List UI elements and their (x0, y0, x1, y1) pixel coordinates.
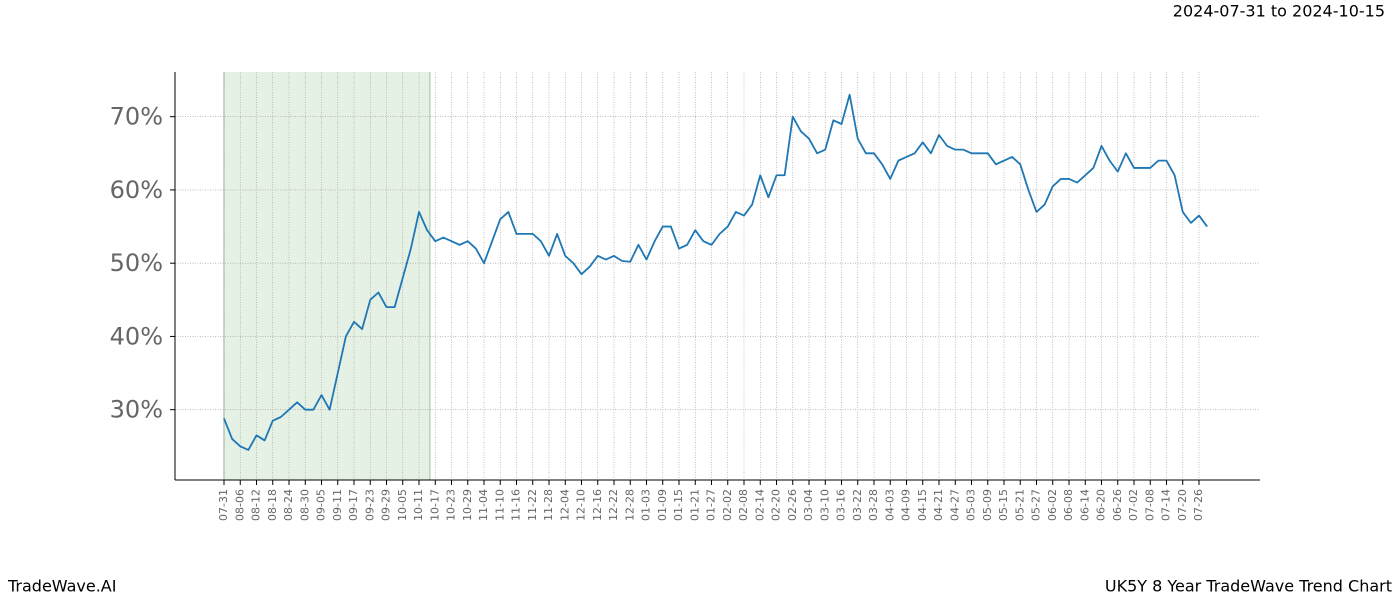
x-tick-label: 10-05 (396, 489, 409, 521)
y-tick-label: 40% (110, 322, 163, 350)
x-tick-label: 12-16 (591, 489, 604, 521)
x-tick-label: 04-03 (883, 489, 896, 521)
x-tick-label: 06-08 (1062, 489, 1075, 521)
x-tick-label: 08-24 (282, 489, 295, 521)
x-tick-label: 04-09 (900, 489, 913, 521)
x-tick-label: 07-02 (1127, 489, 1140, 521)
x-tick-label: 09-05 (315, 489, 328, 521)
x-tick-label: 05-27 (1030, 489, 1043, 521)
x-tick-label: 08-12 (250, 489, 263, 521)
x-tick-label: 04-15 (916, 489, 929, 521)
x-tick-label: 02-14 (753, 489, 766, 521)
x-tick-label: 09-17 (347, 489, 360, 521)
x-tick-label: 09-11 (331, 489, 344, 521)
y-tick-label: 70% (110, 103, 163, 131)
x-tick-label: 07-31 (217, 489, 230, 521)
x-tick-label: 03-04 (802, 489, 815, 521)
x-tick-label: 11-10 (493, 489, 506, 521)
x-tick-label: 11-16 (510, 489, 523, 521)
x-tick-label: 11-22 (526, 489, 539, 521)
x-tick-label: 12-10 (575, 489, 588, 521)
x-tick-label: 02-20 (770, 489, 783, 521)
x-tick-label: 10-29 (461, 489, 474, 521)
footer-right: UK5Y 8 Year TradeWave Trend Chart (1105, 577, 1392, 596)
date-range: 2024-07-31 to 2024-10-15 (1173, 2, 1385, 21)
x-tick-label: 04-21 (932, 489, 945, 521)
x-tick-label: 09-29 (380, 489, 393, 521)
x-tick-label: 12-28 (623, 489, 636, 521)
series-line (223, 93, 1208, 451)
y-tick-label: 60% (110, 176, 163, 204)
x-tick-label: 02-08 (737, 489, 750, 521)
x-tick-label: 03-16 (835, 489, 848, 521)
x-tick-label: 08-30 (298, 489, 311, 521)
x-tick-label: 04-27 (948, 489, 961, 521)
x-tick-label: 10-17 (428, 489, 441, 521)
x-tick-label: 03-10 (818, 489, 831, 521)
x-tick-label: 05-03 (965, 489, 978, 521)
x-tick-label: 12-22 (607, 489, 620, 521)
y-tick-label: 50% (110, 249, 163, 277)
x-tick-label: 02-02 (721, 489, 734, 521)
x-tick-label: 10-11 (412, 489, 425, 521)
x-tick-label: 01-15 (672, 489, 685, 521)
x-tick-label: 03-28 (867, 489, 880, 521)
x-tick-label: 05-15 (997, 489, 1010, 521)
x-tick-label: 06-14 (1078, 489, 1091, 521)
x-tick-label: 07-14 (1160, 489, 1173, 521)
x-tick-label: 01-27 (705, 489, 718, 521)
x-tick-label: 06-26 (1111, 489, 1124, 521)
x-tick-label: 02-26 (786, 489, 799, 521)
x-tick-label: 08-18 (266, 489, 279, 521)
x-tick-label: 11-28 (542, 489, 555, 521)
footer-left: TradeWave.AI (7, 577, 116, 596)
x-tick-label: 03-22 (851, 489, 864, 521)
y-tick-label: 30% (110, 396, 163, 424)
x-tick-label: 07-26 (1192, 489, 1205, 521)
x-tick-label: 01-09 (656, 489, 669, 521)
x-tick-label: 07-08 (1143, 489, 1156, 521)
x-tick-label: 06-02 (1046, 489, 1059, 521)
x-tick-label: 09-23 (363, 489, 376, 521)
highlight-band (224, 72, 430, 480)
x-tick-label: 08-06 (233, 489, 246, 521)
x-tick-label: 05-21 (1013, 489, 1026, 521)
x-tick-label: 06-20 (1095, 489, 1108, 521)
x-tick-label: 10-23 (445, 489, 458, 521)
x-tick-label: 07-20 (1176, 489, 1189, 521)
x-tick-label: 01-03 (640, 489, 653, 521)
x-tick-label: 12-04 (558, 489, 571, 521)
x-tick-label: 05-09 (981, 489, 994, 521)
x-tick-label: 01-21 (688, 489, 701, 521)
x-tick-label: 11-04 (477, 489, 490, 521)
